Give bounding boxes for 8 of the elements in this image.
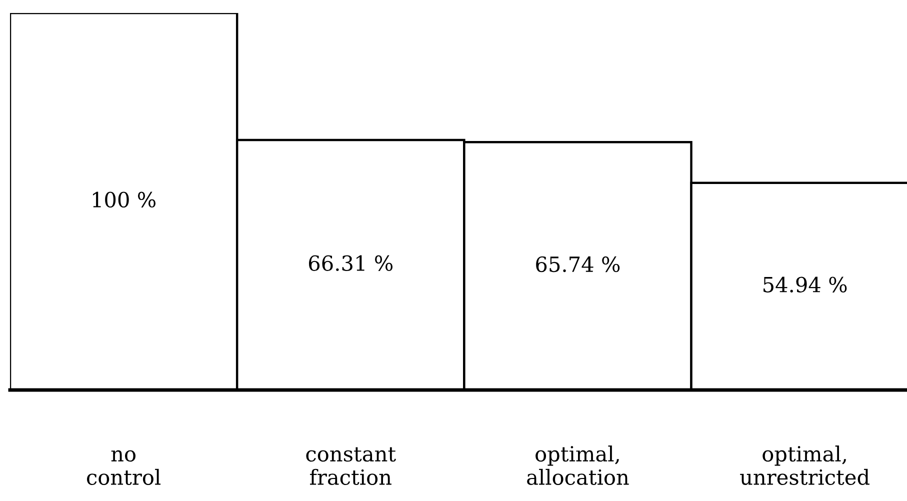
data-label: 66.31 %: [308, 255, 393, 272]
x-tick-label: no control: [87, 450, 161, 486]
x-tick-label: optimal, unrestricted: [740, 446, 870, 486]
x-tick-label: constant fraction: [306, 447, 396, 486]
data-label: 54.94 %: [764, 276, 847, 292]
x-tick-label: optimal, allocation: [527, 446, 629, 486]
data-label: 100 %: [92, 192, 156, 208]
data-label: 65.74 %: [536, 256, 620, 272]
